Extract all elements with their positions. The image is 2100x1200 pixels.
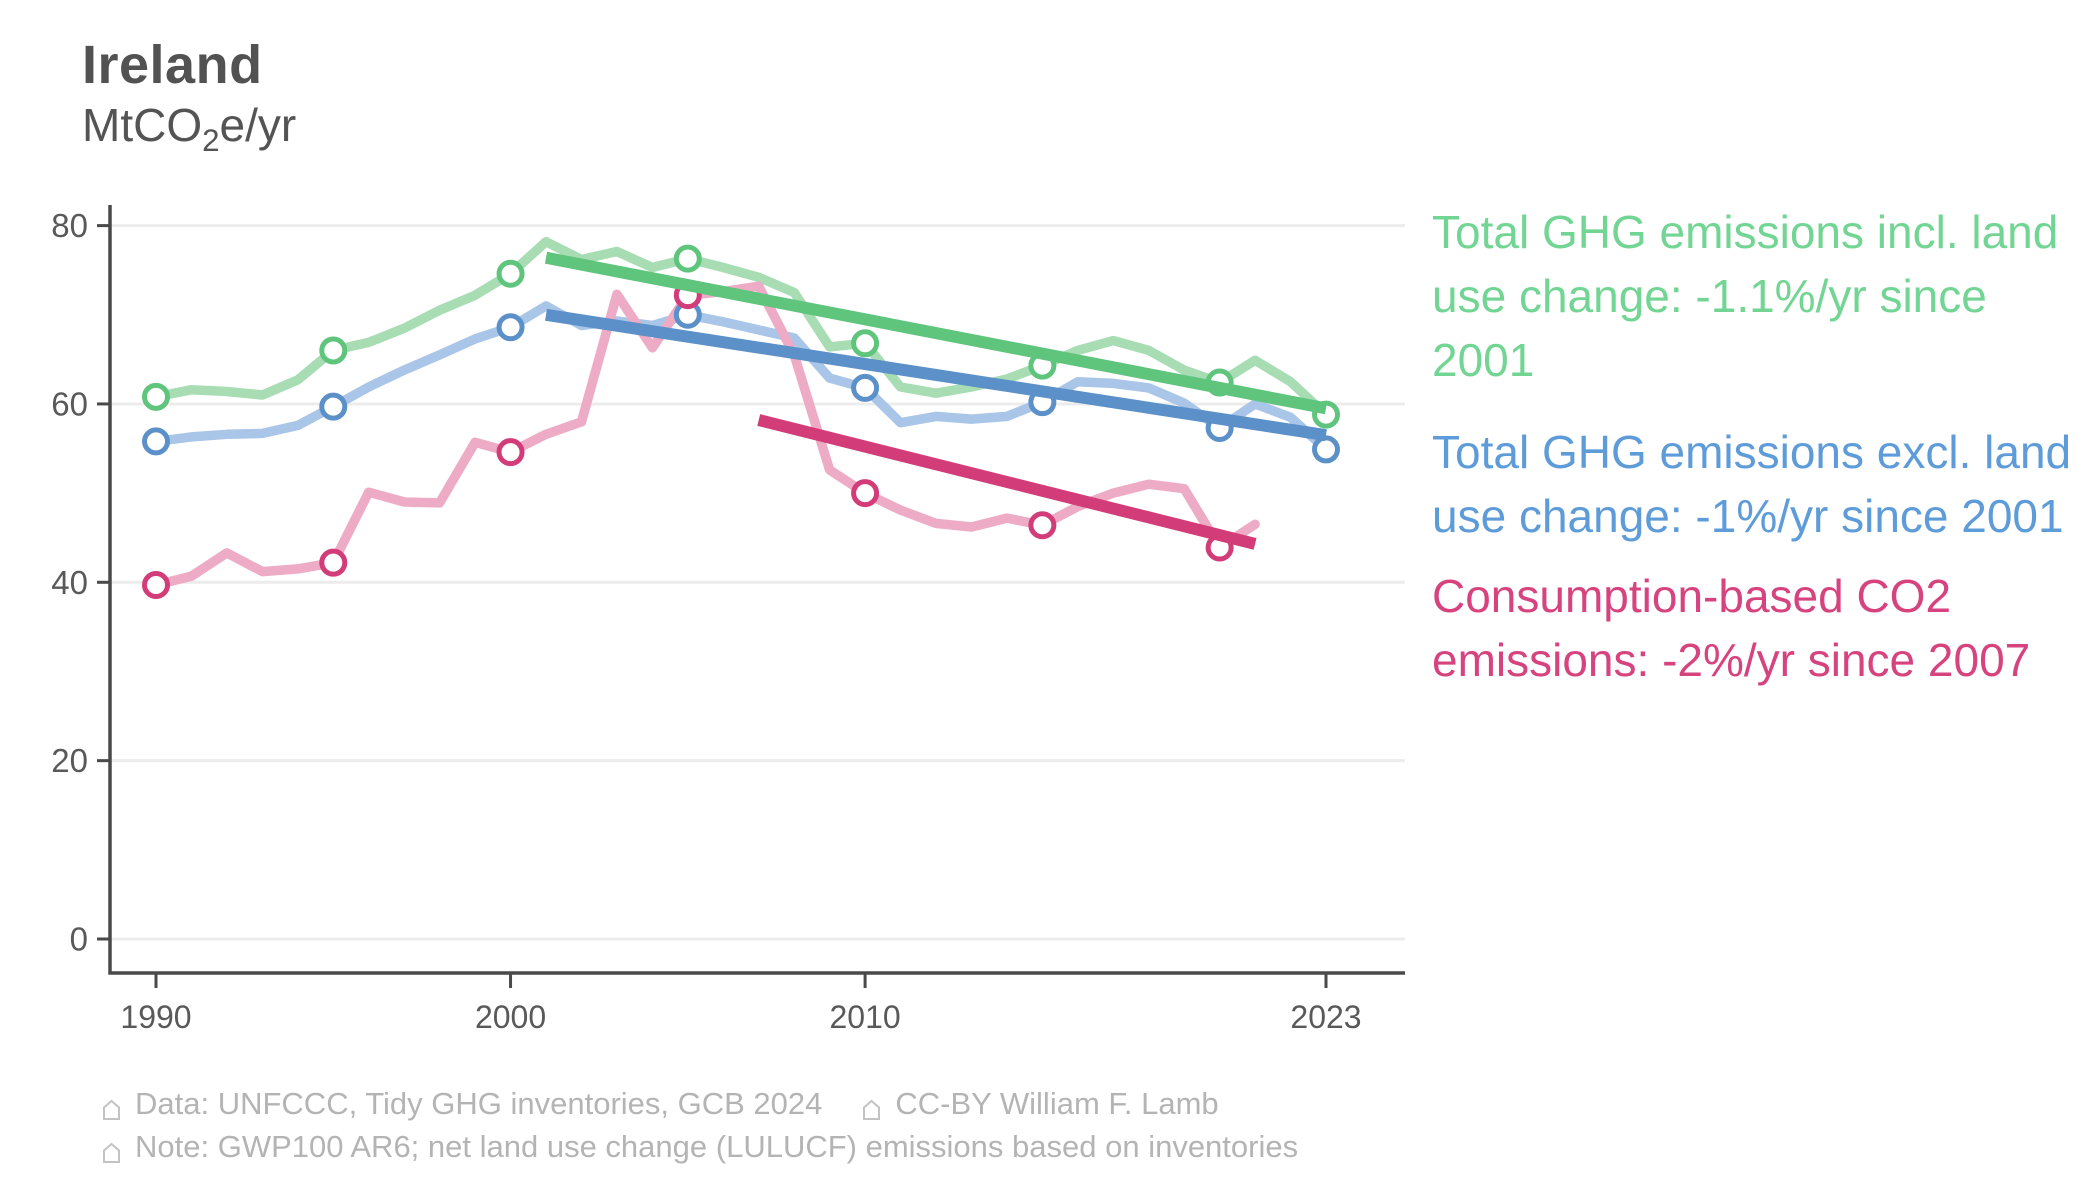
series-consumption-co2-marker-2015: [1028, 511, 1057, 540]
legend-item-consumption-co2: Consumption-based CO2 emissions: -2%/yr …: [1432, 570, 2031, 686]
series-consumption-co2-line: [151, 281, 1260, 590]
series-ghg-excl-luc-marker-2010: [851, 373, 880, 402]
house-icon: [100, 1134, 123, 1163]
footer-line-1: Data: UNFCCC, Tidy GHG inventories, GCB …: [100, 1082, 1298, 1125]
footer-license: CC-BY William F. Lamb: [895, 1086, 1219, 1121]
series-consumption-co2-trend: [757, 414, 1257, 550]
house-icon: [860, 1091, 883, 1120]
series-ghg-excl-luc-marker-1995: [319, 392, 348, 421]
series-ghg-incl-luc-marker-2010: [851, 329, 880, 358]
x-tick-label: 1990: [120, 999, 191, 1035]
legend-item-ghg-incl-luc: Total GHG emissions incl. land use chang…: [1432, 206, 2059, 386]
series-consumption-co2-marker-2010: [851, 479, 880, 508]
footer-note: Note: GWP100 AR6; net land use change (L…: [135, 1129, 1299, 1164]
series-ghg-incl-luc-marker-1995: [319, 336, 348, 365]
unit-sub: 2: [202, 123, 220, 159]
series-ghg-excl-luc-marker-1990: [142, 427, 170, 456]
series-ghg-incl-luc-marker-2000: [496, 259, 525, 288]
series-consumption-co2-marker-1995: [319, 548, 348, 577]
y-tick-label: 0: [70, 921, 88, 958]
series-ghg-excl-luc-line: [151, 301, 1331, 455]
chart-title: Ireland: [82, 35, 263, 95]
series-ghg-incl-luc-line: [151, 236, 1331, 420]
x-tick-label: 2010: [829, 999, 900, 1035]
x-tick-label: 2000: [475, 999, 546, 1035]
y-tick-label: 20: [51, 742, 88, 779]
footer-notes: Data: UNFCCC, Tidy GHG inventories, GCB …: [100, 1082, 1298, 1168]
footer-data-source: Data: UNFCCC, Tidy GHG inventories, GCB …: [135, 1086, 823, 1121]
chart-legend: Total GHG emissions incl. land use chang…: [1432, 200, 2072, 692]
series-ghg-incl-luc-marker-1990: [142, 382, 170, 411]
y-tick-label: 80: [51, 207, 88, 244]
chart-subtitle: MtCO2e/yr: [82, 98, 296, 159]
y-tick-label: 40: [51, 564, 88, 601]
series-ghg-excl-luc-marker-2023: [1311, 435, 1340, 464]
series-consumption-co2-marker-2000: [496, 438, 525, 467]
x-tick-label: 2023: [1290, 999, 1361, 1035]
unit-post: e/yr: [219, 99, 297, 151]
unit-pre: MtCO: [82, 99, 203, 151]
footer-line-2: Note: GWP100 AR6; net land use change (L…: [100, 1125, 1298, 1168]
y-tick-label: 60: [51, 385, 88, 422]
series-ghg-incl-luc-marker-2005: [673, 244, 702, 273]
house-icon: [100, 1091, 123, 1120]
legend-item-ghg-excl-luc: Total GHG emissions excl. land use chang…: [1432, 426, 2072, 542]
series-consumption-co2-marker-1990: [142, 570, 170, 599]
series-ghg-excl-luc-trend: [545, 308, 1327, 442]
series-ghg-excl-luc-marker-2000: [496, 313, 525, 342]
series-ghg-incl-luc-trend: [544, 251, 1328, 415]
